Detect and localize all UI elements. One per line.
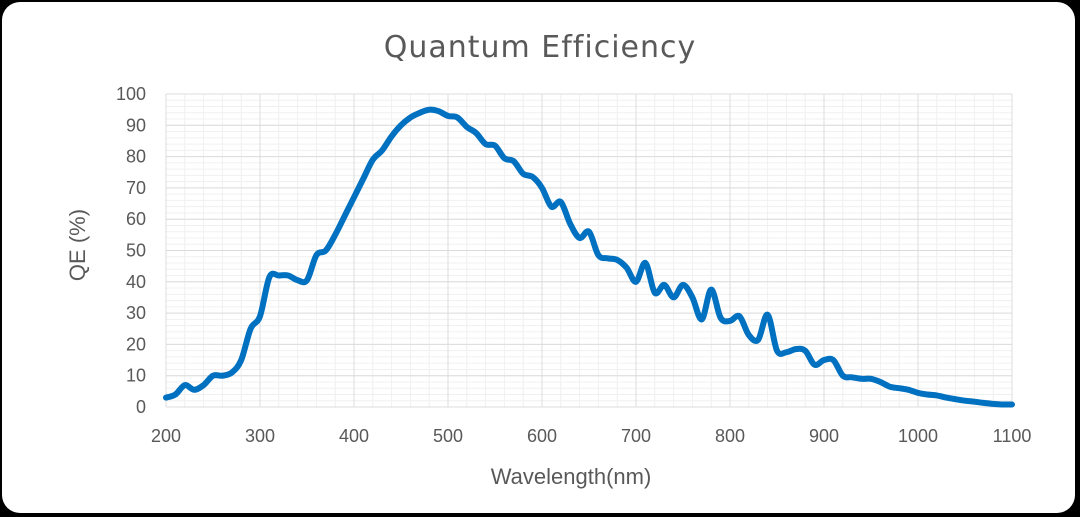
y-tick-label: 70: [126, 178, 146, 198]
y-tick-label: 100: [116, 84, 146, 104]
y-tick-label: 80: [126, 147, 146, 167]
y-tick-label: 60: [126, 209, 146, 229]
x-tick-label: 900: [809, 426, 839, 446]
x-tick-label: 1000: [898, 426, 938, 446]
y-tick-label: 20: [126, 334, 146, 354]
y-tick-label: 90: [126, 115, 146, 135]
qe-series-line: [163, 106, 1015, 408]
y-tick-labels: 0 10 20 30 40 50 60 70 80 90 100: [116, 84, 146, 417]
x-tick-labels: 200 300 400 500 600 700 800 900 1000 1100: [151, 426, 1031, 446]
y-tick-label: 10: [126, 366, 146, 386]
x-tick-label: 800: [715, 426, 745, 446]
y-tick-label: 40: [126, 272, 146, 292]
y-tick-label: 30: [126, 303, 146, 323]
y-tick-label: 50: [126, 241, 146, 261]
y-axis-label: QE (%): [65, 209, 90, 281]
x-tick-label: 700: [621, 426, 651, 446]
x-tick-label: 1100: [993, 426, 1032, 446]
x-tick-label: 600: [527, 426, 557, 446]
x-tick-label: 200: [151, 426, 181, 446]
x-tick-label: 300: [245, 426, 275, 446]
major-gridlines: [165, 93, 1013, 408]
x-tick-label: 500: [433, 426, 463, 446]
chart-title: Quantum Efficiency: [383, 30, 697, 65]
x-axis-label: Wavelength(nm): [491, 464, 652, 489]
series-group: [163, 106, 1015, 408]
y-tick-label: 0: [136, 397, 146, 417]
x-tick-label: 400: [339, 426, 369, 446]
